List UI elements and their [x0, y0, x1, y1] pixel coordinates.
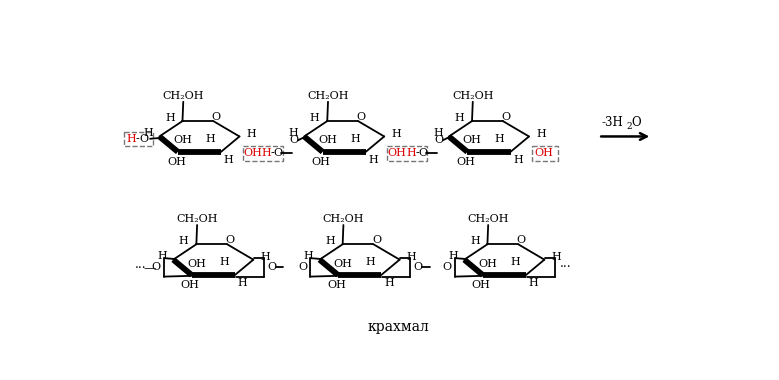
- Text: O: O: [226, 235, 234, 245]
- Text: O: O: [435, 135, 443, 145]
- Text: O: O: [267, 262, 277, 272]
- Text: OH: OH: [472, 280, 491, 290]
- Text: 2: 2: [627, 122, 633, 131]
- Text: H: H: [536, 129, 545, 139]
- Text: H: H: [288, 128, 298, 138]
- Text: H: H: [310, 113, 319, 123]
- Text: H: H: [260, 252, 270, 262]
- Text: O: O: [152, 262, 161, 272]
- Text: OH: OH: [456, 157, 475, 167]
- Bar: [124, 132, 153, 146]
- Text: O: O: [418, 149, 428, 158]
- Text: -: -: [415, 149, 419, 158]
- Text: H: H: [127, 134, 136, 144]
- Text: H: H: [391, 129, 401, 139]
- Text: OH: OH: [318, 135, 337, 145]
- Text: O: O: [273, 149, 283, 158]
- Text: H: H: [552, 252, 561, 262]
- Text: H: H: [449, 251, 458, 261]
- Text: —: —: [143, 261, 156, 275]
- Text: OH: OH: [478, 258, 497, 269]
- Text: -3H: -3H: [602, 116, 624, 129]
- Text: OH: OH: [181, 280, 199, 290]
- Text: O: O: [516, 235, 526, 245]
- Text: ···: ···: [135, 263, 146, 276]
- Text: H: H: [304, 251, 313, 261]
- Text: OH: OH: [388, 149, 407, 158]
- Text: H: H: [350, 134, 360, 144]
- Text: H: H: [262, 149, 271, 158]
- Text: H: H: [365, 257, 375, 267]
- Text: OH: OH: [243, 149, 262, 158]
- Text: O: O: [357, 112, 365, 122]
- Text: H: H: [495, 134, 505, 144]
- Text: H: H: [470, 236, 480, 246]
- Text: CH₂OH: CH₂OH: [323, 214, 364, 224]
- Text: H: H: [206, 134, 215, 144]
- Bar: [532, 146, 559, 161]
- Text: H: H: [513, 155, 523, 165]
- Text: ···: ···: [560, 261, 572, 274]
- Text: H: H: [246, 129, 256, 139]
- Bar: [387, 146, 428, 161]
- Text: OH: OH: [173, 135, 192, 145]
- Text: H: H: [325, 236, 335, 246]
- Text: H: H: [143, 128, 153, 138]
- Text: H: H: [224, 155, 234, 165]
- Text: H: H: [157, 251, 167, 261]
- Text: OH: OH: [333, 258, 352, 269]
- Text: -: -: [136, 134, 139, 144]
- Text: H: H: [510, 257, 520, 267]
- Text: OH: OH: [187, 258, 206, 269]
- Text: O: O: [298, 262, 307, 272]
- Bar: [242, 146, 283, 161]
- Text: CH₂OH: CH₂OH: [452, 91, 494, 101]
- Text: CH₂OH: CH₂OH: [163, 91, 204, 101]
- Text: O: O: [442, 262, 452, 272]
- Text: CH₂OH: CH₂OH: [176, 214, 218, 224]
- Text: CH₂OH: CH₂OH: [307, 91, 349, 101]
- Text: H: H: [455, 113, 464, 123]
- Text: H: H: [165, 113, 174, 123]
- Text: H: H: [384, 278, 393, 288]
- Text: O: O: [212, 112, 221, 122]
- Text: H: H: [529, 278, 538, 288]
- Text: O: O: [502, 112, 510, 122]
- Text: H: H: [433, 128, 442, 138]
- Text: OH: OH: [312, 157, 330, 167]
- Text: H: H: [407, 252, 416, 262]
- Text: OH: OH: [327, 280, 346, 290]
- Text: -: -: [270, 149, 274, 158]
- Text: O: O: [139, 134, 149, 144]
- Text: OH: OH: [167, 157, 185, 167]
- Text: H: H: [368, 155, 379, 165]
- Text: O: O: [372, 235, 381, 245]
- Text: H: H: [407, 149, 416, 158]
- Text: O: O: [290, 135, 298, 145]
- Text: O: O: [632, 116, 641, 129]
- Text: CH₂OH: CH₂OH: [467, 214, 509, 224]
- Text: OH: OH: [534, 149, 553, 158]
- Text: O: O: [414, 262, 423, 272]
- Text: H: H: [219, 257, 229, 267]
- Text: H: H: [238, 278, 248, 288]
- Text: OH: OH: [463, 135, 481, 145]
- Text: крахмал: крахмал: [368, 320, 430, 334]
- Text: H: H: [179, 236, 189, 246]
